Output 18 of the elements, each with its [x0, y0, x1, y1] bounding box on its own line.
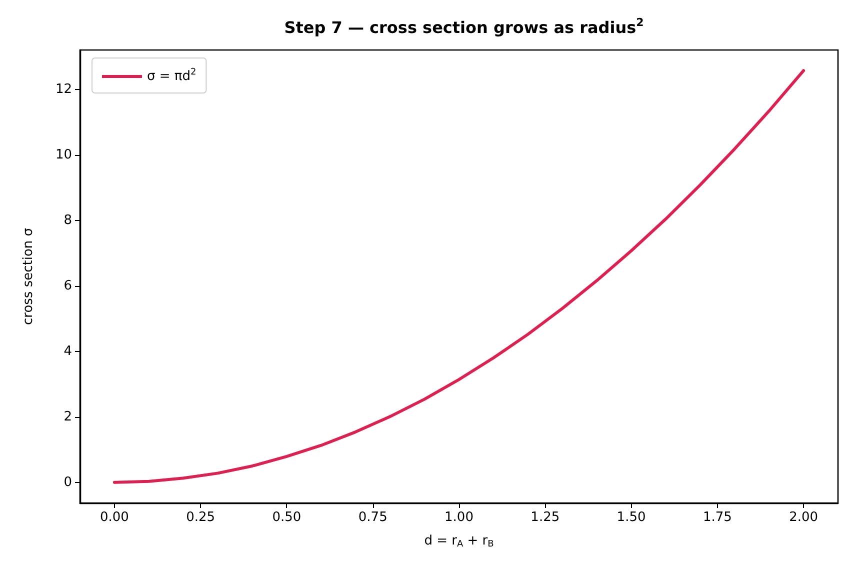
y-tick-label: 6 — [64, 278, 72, 294]
x-tick-label: 0.50 — [272, 510, 302, 525]
x-tick-label: 0.00 — [100, 510, 129, 525]
y-tick-label: 4 — [64, 344, 72, 359]
line-series — [112, 69, 806, 484]
x-tick-label: 1.75 — [702, 510, 732, 525]
y-tick-label: 2 — [64, 409, 72, 424]
x-tick-label: 0.75 — [358, 510, 388, 525]
x-tick-label: 1.25 — [530, 510, 560, 525]
y-tick-label: 10 — [55, 147, 72, 162]
x-tick-label: 2.00 — [789, 510, 818, 525]
x-tick-label: 0.25 — [186, 510, 216, 525]
y-tick-label: 0 — [64, 474, 72, 490]
y-axis-title: cross section σ — [21, 228, 36, 326]
x-tick-label: 1.50 — [616, 510, 646, 525]
y-tick-label: 12 — [55, 82, 72, 97]
x-tick-label: 1.00 — [444, 510, 474, 525]
y-tick-label: 8 — [64, 212, 72, 228]
